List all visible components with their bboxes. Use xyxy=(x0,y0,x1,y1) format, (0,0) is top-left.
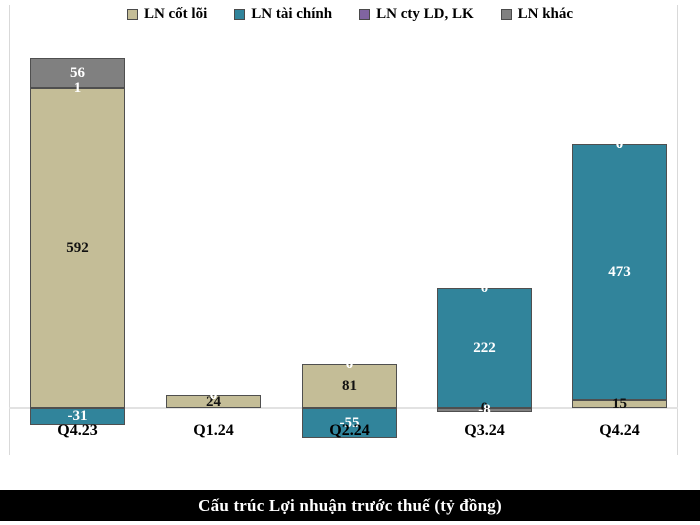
data-label: 0 xyxy=(480,400,489,416)
x-axis-label: Q4.23 xyxy=(57,422,98,439)
data-label: 222 xyxy=(473,340,496,357)
bar-segment xyxy=(437,408,532,413)
x-axis-label: Q3.24 xyxy=(464,422,505,439)
data-label: 0 xyxy=(345,356,354,373)
data-label: 0 xyxy=(480,280,489,297)
chart-title-band: Cấu trúc Lợi nhuận trước thuế (tỷ đồng) xyxy=(0,490,700,521)
legend-label: LN tài chính xyxy=(251,6,333,22)
bar-segment xyxy=(30,88,125,408)
data-label: 24 xyxy=(206,393,221,410)
data-label: 15 xyxy=(612,395,627,412)
legend-item: LN tài chính xyxy=(234,6,332,22)
legend-label: LN khác xyxy=(517,6,574,22)
legend: LN cốt lõi LN tài chính LN cty LD, LK LN kh… xyxy=(0,6,700,22)
plot-right-border xyxy=(677,5,678,455)
plot-area: 592 -31 1 56 24 0 0 0 81 -55 0 0 0 222 0 -8 15 473 0 0 Q4.23… xyxy=(9,5,678,455)
x-axis-label: Q1.24 xyxy=(193,422,234,439)
data-label: 473 xyxy=(608,264,631,281)
bar-segment xyxy=(302,364,397,408)
bar-segment xyxy=(30,408,125,425)
legend-swatch-icon xyxy=(359,8,371,20)
legend-swatch-icon xyxy=(500,8,512,20)
bar-segment xyxy=(572,144,667,400)
bar-segment xyxy=(166,395,261,408)
legend-swatch-icon xyxy=(126,8,138,20)
data-label: 0 xyxy=(209,387,218,404)
chart-title: Cấu trúc Lợi nhuận trước thuế (tỷ đồng) xyxy=(198,495,502,515)
bar-segment xyxy=(302,408,397,438)
x-axis-label: Q2.24 xyxy=(329,422,370,439)
data-label: 0 xyxy=(209,387,218,404)
data-label: 592 xyxy=(66,240,89,257)
bar-segment xyxy=(572,399,667,408)
legend-item: LN cốt lõi xyxy=(126,6,208,22)
data-label: 1 xyxy=(73,80,82,97)
bar-segment xyxy=(437,288,532,408)
legend-label: LN cty LD, LK xyxy=(376,6,474,22)
x-axis-label: Q4.24 xyxy=(599,422,640,439)
plot-left-border xyxy=(9,5,10,455)
data-label: 0 xyxy=(209,387,218,404)
legend-item: LN cty LD, LK xyxy=(359,6,474,22)
data-label: 81 xyxy=(342,378,357,395)
data-label: -8 xyxy=(478,402,491,419)
data-label: -31 xyxy=(67,408,88,425)
data-label: -55 xyxy=(339,414,360,431)
data-label: 0 xyxy=(615,136,624,153)
bar-segment xyxy=(30,57,125,88)
data-label: 0 xyxy=(345,356,354,373)
legend-item: LN khác xyxy=(500,6,574,22)
legend-swatch-icon xyxy=(234,8,246,20)
data-label: 56 xyxy=(70,64,85,81)
legend-label: LN cốt lõi xyxy=(143,6,208,22)
data-label: 0 xyxy=(615,136,624,153)
